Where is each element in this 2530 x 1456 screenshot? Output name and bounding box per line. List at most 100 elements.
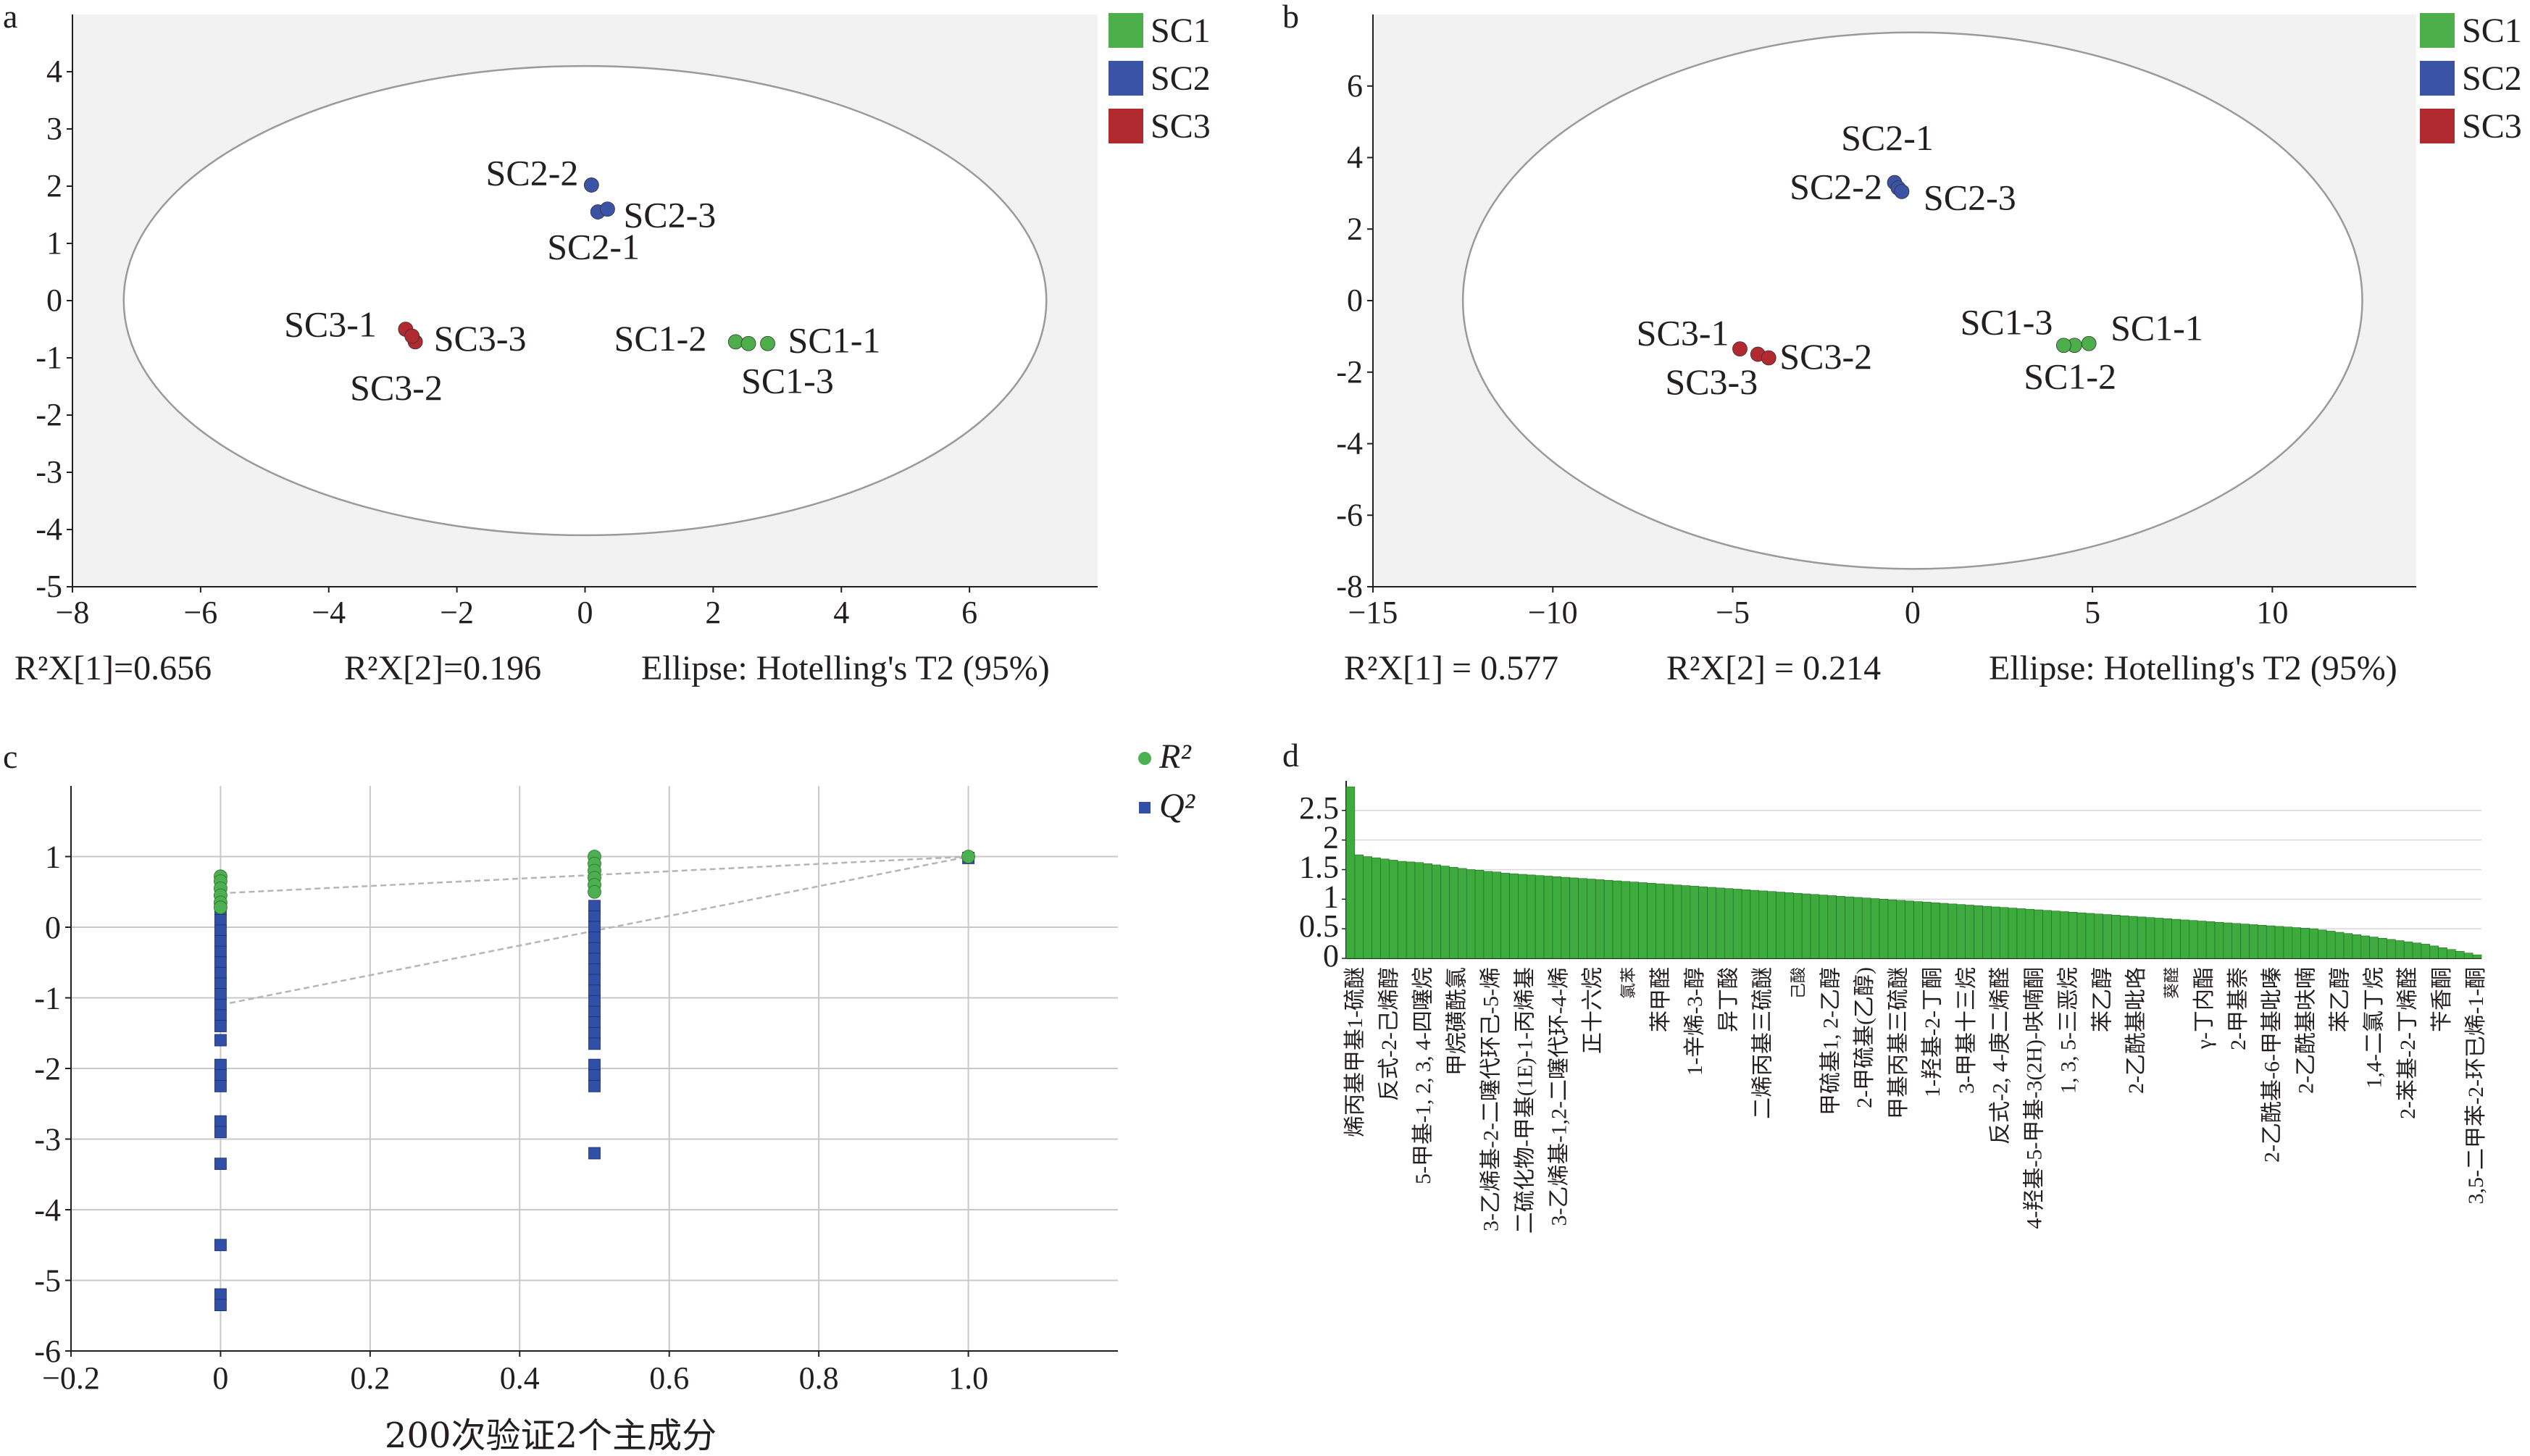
d-bar bbox=[2258, 924, 2267, 959]
panel-d-category-labels: 烯丙基甲基1-硫醚 反式-2-己烯醇 5-甲基-1, 2, 3, 4-四噻烷 甲烷磺酰… bbox=[1343, 967, 2488, 1234]
d-bar bbox=[1767, 891, 1777, 959]
b-y-tick-label: -2 bbox=[1336, 354, 1363, 390]
b-y-tick-label: -8 bbox=[1336, 569, 1363, 604]
c-y-tick-label: -3 bbox=[34, 1122, 61, 1158]
d-bar bbox=[2223, 922, 2233, 959]
b-point-label: SC3-1 bbox=[1637, 313, 1729, 353]
d-bar bbox=[1569, 877, 1579, 959]
c-x-tick-label: −0.2 bbox=[42, 1360, 100, 1396]
d-category-label: 反式-2-己烯醇 bbox=[1377, 967, 1401, 1101]
c-x-tick-label: 0.4 bbox=[500, 1360, 540, 1396]
c-x-tick-label: 0.2 bbox=[350, 1360, 390, 1396]
d-bar bbox=[1526, 874, 1536, 959]
d-bar bbox=[2025, 908, 2034, 959]
c-q2-point bbox=[588, 1037, 601, 1050]
a-point-label: SC1-2 bbox=[614, 318, 707, 359]
d-bar bbox=[1801, 893, 1811, 959]
d-bar bbox=[2180, 919, 2189, 959]
d-category-label: 反式-2, 4-庚二烯醛 bbox=[1989, 967, 2013, 1145]
d-bar bbox=[2042, 910, 2052, 959]
d-bar bbox=[2249, 924, 2258, 959]
d-bar bbox=[1638, 882, 1648, 959]
b-x-tick-label: 5 bbox=[2084, 595, 2100, 630]
c-q2-point bbox=[214, 1158, 227, 1171]
panel-a-points: SC1-1 SC1-2 SC1-3 SC2-1 SC2-2 SC2-3 SC3-1 SC3-2… bbox=[284, 152, 880, 407]
d-bar bbox=[2197, 921, 2207, 959]
d-bar bbox=[1905, 900, 1914, 959]
a-y-tick-label: -2 bbox=[36, 397, 62, 432]
d-bar bbox=[2240, 924, 2250, 959]
panel-a-score-plot: a 4 3 2 1 0 -1 -2 -3 -4 -5−8 −6 −4 −2 0 2 4 6 SC1-1 SC1-2… bbox=[3, 0, 1211, 687]
d-bar bbox=[1483, 871, 1493, 959]
panel-d-bars bbox=[1345, 786, 2482, 959]
d-category-label: 3,5-二甲苯-2-环已烯-1-酮 bbox=[2464, 967, 2488, 1204]
d-bar bbox=[2352, 934, 2362, 959]
d-bar bbox=[1681, 885, 1691, 959]
c-r2-point bbox=[961, 850, 975, 863]
d-bar bbox=[1836, 895, 1845, 959]
b-point-label: SC3-3 bbox=[1665, 361, 1758, 402]
c-r2-point bbox=[214, 900, 227, 915]
b-point-label: SC1-1 bbox=[2111, 307, 2203, 348]
panel-c-x-label: 200次验证2个主成分 bbox=[385, 1415, 717, 1456]
d-bar bbox=[1974, 905, 1983, 959]
d-category-label: 1,4-二氯丁烷 bbox=[2362, 967, 2386, 1089]
d-bar bbox=[1956, 904, 1966, 959]
d-category-label: 1-羟基-2-丁酮 bbox=[1921, 967, 1945, 1097]
a-y-tick-label: -4 bbox=[36, 511, 62, 547]
panel-a-ellipse-note: Ellipse: Hotelling's T2 (95%) bbox=[641, 649, 1050, 687]
d-bar bbox=[2318, 929, 2327, 959]
d-bar bbox=[1621, 881, 1631, 959]
d-bar bbox=[2292, 927, 2302, 959]
c-q2-point bbox=[588, 1005, 601, 1018]
b-point-label: SC2-2 bbox=[1790, 166, 1882, 206]
c-q2-point bbox=[214, 935, 227, 947]
b-y-tick-label: 6 bbox=[1347, 68, 1363, 104]
a-point-sc2-3 bbox=[600, 201, 615, 217]
d-bar bbox=[1827, 895, 1837, 959]
panel-a-r2x2: R²X[2]=0.196 bbox=[344, 649, 541, 687]
panel-b-ellipse-note: Ellipse: Hotelling's T2 (95%) bbox=[1989, 649, 2397, 687]
d-bar bbox=[2205, 921, 2216, 959]
d-category-label: 异丁酸 bbox=[1717, 967, 1741, 1032]
a-point-label: SC1-1 bbox=[788, 319, 881, 360]
b-point-sc1-1 bbox=[2081, 335, 2097, 351]
d-bar bbox=[1509, 873, 1519, 959]
panel-d-axes: 2.521.510.50 bbox=[1299, 781, 2481, 974]
a-point-sc1-1 bbox=[760, 335, 775, 351]
panel-b-r2x2: R²X[2] = 0.214 bbox=[1666, 649, 1881, 687]
c-q2-point bbox=[214, 1079, 227, 1092]
d-bar bbox=[2447, 949, 2456, 959]
a-y-tick-label: 0 bbox=[46, 283, 62, 318]
c-legend-q2-marker bbox=[1139, 802, 1151, 813]
d-bar bbox=[1930, 902, 1940, 959]
d-category-label: 苯甲醛 bbox=[1649, 967, 1673, 1032]
d-bar bbox=[2455, 950, 2465, 959]
panel-c-axes: 1 0 -1 -2 -3 -4 -5 -6−0.2 0 0.2 0.4 0.6 0.8 1.0 bbox=[34, 786, 1118, 1396]
d-bar bbox=[2438, 947, 2447, 959]
a-point-label: SC3-2 bbox=[350, 367, 443, 408]
d-category-label: 3-甲基十三烷 bbox=[1955, 967, 1979, 1094]
a-legend-label: SC2 bbox=[1151, 59, 1211, 98]
d-bar bbox=[2016, 908, 2026, 959]
c-y-tick-label: -1 bbox=[34, 981, 61, 1016]
d-category-label: 葵醛 bbox=[2163, 967, 2181, 999]
d-bar bbox=[1492, 871, 1501, 959]
panel-b-r2x1: R²X[1] = 0.577 bbox=[1344, 649, 1558, 687]
c-q2-point bbox=[214, 913, 227, 926]
d-bar bbox=[2403, 941, 2413, 959]
c-q2-point bbox=[588, 910, 601, 923]
c-q2-point bbox=[214, 998, 227, 1011]
a-y-tick-label: -5 bbox=[36, 569, 62, 604]
d-category-label: γ-丁内酯 bbox=[2192, 967, 2216, 1050]
d-bar bbox=[2163, 918, 2172, 959]
c-q2-point bbox=[214, 988, 227, 1001]
d-bar bbox=[1913, 901, 1923, 959]
d-bar bbox=[2369, 937, 2379, 959]
c-q2-point bbox=[214, 1009, 227, 1022]
d-bar bbox=[1879, 899, 1889, 959]
d-bar bbox=[2309, 928, 2318, 959]
c-r2-point bbox=[588, 884, 601, 899]
c-q2-point bbox=[588, 984, 601, 997]
panel-c-points bbox=[214, 850, 975, 1312]
